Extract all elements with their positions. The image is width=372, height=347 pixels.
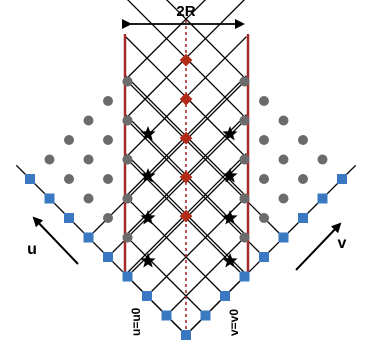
grid-node	[298, 174, 308, 184]
boundary-node	[83, 232, 94, 243]
grid-node	[44, 154, 55, 165]
wall-node	[239, 193, 250, 204]
star-marker	[140, 126, 156, 141]
grid-node	[259, 135, 269, 145]
boundary-node	[337, 174, 347, 184]
wall-node	[122, 232, 133, 243]
boundary-node	[278, 232, 289, 243]
grid-node	[278, 154, 289, 165]
grid-node	[103, 174, 113, 184]
null-ray	[124, 0, 284, 238]
center-node	[179, 53, 193, 67]
wall-node	[239, 76, 250, 87]
center-node	[179, 92, 193, 106]
grid-node	[259, 174, 269, 184]
wall-node	[239, 115, 250, 126]
boundary-node	[181, 330, 191, 340]
grid-node	[278, 115, 289, 126]
star-marker	[222, 126, 238, 141]
star-marker	[222, 253, 238, 268]
grid-node	[83, 154, 94, 165]
star-marker	[222, 168, 238, 183]
grid-node	[83, 115, 94, 126]
boundary-node	[298, 213, 308, 223]
boundary-ray-u	[15, 164, 187, 336]
boundary-node	[142, 291, 152, 301]
star-marker	[140, 168, 156, 183]
boundary-node	[64, 213, 74, 223]
null-ray	[127, 36, 248, 277]
v-boundary-label: v=v0	[227, 309, 241, 336]
center-node	[179, 131, 193, 145]
wall-node	[122, 115, 133, 126]
wall-node	[239, 154, 250, 165]
star-marker	[140, 210, 156, 225]
grid-node	[298, 135, 308, 145]
center-node	[179, 209, 193, 223]
null-ray	[166, 114, 248, 316]
null-ray	[124, 36, 245, 277]
grid-node	[103, 96, 113, 106]
grid-node	[64, 174, 74, 184]
wall-node	[239, 232, 250, 243]
null-ray	[88, 0, 248, 238]
grid-node	[259, 96, 269, 106]
boundary-node	[239, 271, 250, 282]
v-axis-label: v	[338, 235, 347, 252]
grid-node	[317, 154, 328, 165]
boundary-node	[44, 193, 55, 204]
star-marker	[222, 210, 238, 225]
v-arrow	[295, 222, 342, 271]
boundary-node	[317, 193, 328, 204]
null-ray	[124, 75, 226, 297]
grid-node	[103, 213, 113, 223]
null-ray	[124, 114, 206, 316]
width-label: 2R	[176, 3, 195, 20]
grid-node	[259, 213, 269, 223]
boundary-ray-v	[185, 164, 357, 336]
grid-node	[278, 193, 289, 204]
null-ray	[146, 75, 248, 297]
u-axis-label: u	[27, 241, 37, 258]
boundary-node	[161, 310, 172, 321]
u-boundary-label: u=u0	[129, 307, 143, 336]
grid-node	[83, 193, 94, 204]
boundary-node	[259, 252, 269, 262]
star-marker	[140, 253, 156, 268]
boundary-node	[220, 291, 230, 301]
wall-node	[122, 76, 133, 87]
grid-node	[103, 135, 113, 145]
wall-node	[122, 193, 133, 204]
boundary-node	[200, 310, 211, 321]
boundary-node	[122, 271, 133, 282]
wall-node	[122, 154, 133, 165]
node-markers	[25, 53, 347, 340]
boundary-node	[103, 252, 113, 262]
grid-node	[64, 135, 74, 145]
boundary-node	[25, 174, 35, 184]
u-arrow	[32, 216, 79, 265]
center-node	[179, 170, 193, 184]
